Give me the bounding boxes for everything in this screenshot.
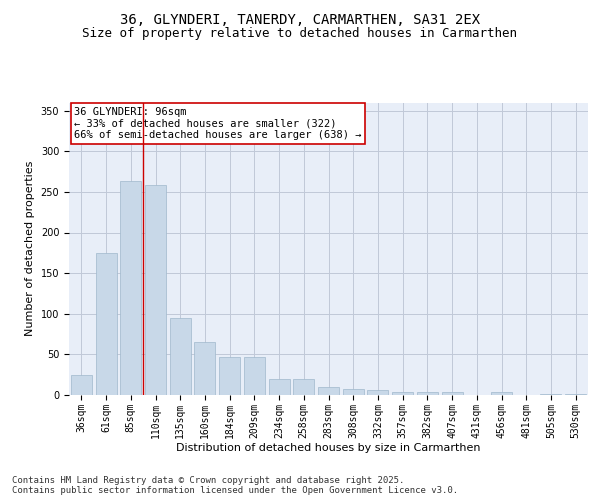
- Bar: [269, 379, 290, 395]
- Bar: [541, 394, 562, 395]
- Y-axis label: Number of detached properties: Number of detached properties: [25, 161, 35, 336]
- Bar: [120, 182, 141, 395]
- Bar: [71, 374, 92, 395]
- Bar: [491, 392, 512, 395]
- X-axis label: Distribution of detached houses by size in Carmarthen: Distribution of detached houses by size …: [176, 444, 481, 454]
- Bar: [343, 388, 364, 395]
- Bar: [565, 394, 586, 395]
- Bar: [194, 342, 215, 395]
- Bar: [442, 392, 463, 395]
- Bar: [417, 392, 438, 395]
- Text: Size of property relative to detached houses in Carmarthen: Size of property relative to detached ho…: [83, 28, 517, 40]
- Bar: [244, 357, 265, 395]
- Bar: [318, 387, 339, 395]
- Text: 36 GLYNDERI: 96sqm
← 33% of detached houses are smaller (322)
66% of semi-detach: 36 GLYNDERI: 96sqm ← 33% of detached hou…: [74, 107, 362, 140]
- Text: 36, GLYNDERI, TANERDY, CARMARTHEN, SA31 2EX: 36, GLYNDERI, TANERDY, CARMARTHEN, SA31 …: [120, 12, 480, 26]
- Bar: [219, 357, 240, 395]
- Bar: [170, 318, 191, 395]
- Bar: [293, 379, 314, 395]
- Bar: [145, 186, 166, 395]
- Bar: [95, 253, 116, 395]
- Bar: [367, 390, 388, 395]
- Bar: [392, 392, 413, 395]
- Text: Contains HM Land Registry data © Crown copyright and database right 2025.
Contai: Contains HM Land Registry data © Crown c…: [12, 476, 458, 495]
